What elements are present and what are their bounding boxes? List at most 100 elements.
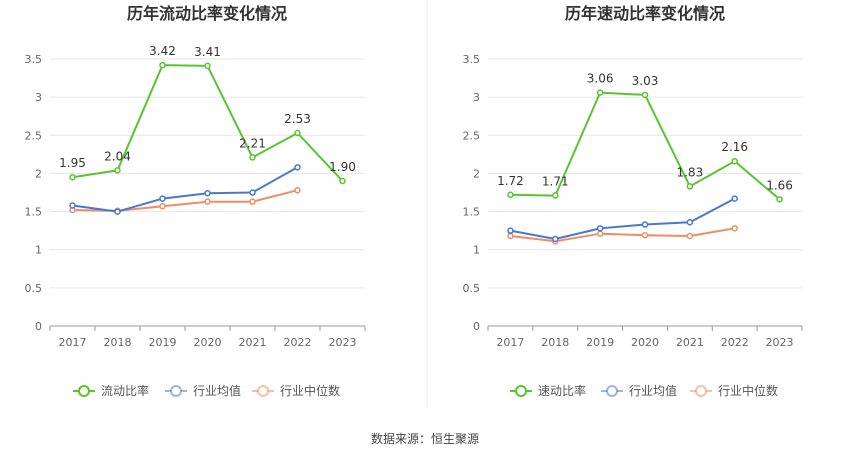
chart1-series-3-point xyxy=(204,198,211,205)
chart2-legend-label: 速动比率 xyxy=(538,383,586,398)
chart1-data-label: 1.90 xyxy=(329,160,356,174)
chart2-series-1-point xyxy=(507,191,514,199)
chart1-y-tick-label: 0.5 xyxy=(25,282,43,295)
chart2-y-tick-label: 2.5 xyxy=(463,129,481,142)
chart1-legend-swatch-marker xyxy=(78,385,90,397)
chart2-data-label: 1.71 xyxy=(542,175,569,189)
chart1-y-tick-label: 3.5 xyxy=(25,53,43,66)
chart1-legend-label: 行业均值 xyxy=(193,383,241,398)
chart2-x-tick-label: 2023 xyxy=(766,336,794,349)
chart1-legend-swatch-marker xyxy=(257,385,269,397)
chart1-series-3-point xyxy=(294,186,301,194)
chart2-data-label: 1.83 xyxy=(676,165,703,179)
chart2-x-tick-label: 2020 xyxy=(631,336,659,349)
chart2-series-1-point xyxy=(596,89,604,96)
chart1-x-tick-label: 2021 xyxy=(239,336,267,349)
chart2-y-tick-label: 0 xyxy=(473,320,480,333)
chart2-series-1-point xyxy=(552,192,559,199)
chart1-x-tick-label: 2018 xyxy=(104,336,132,349)
chart2-series-1-point xyxy=(776,196,783,203)
chart1-title: 历年流动比率变化情况 xyxy=(127,4,287,23)
chart2-series-2-line xyxy=(510,197,736,240)
chart1-series-1-point xyxy=(339,177,346,185)
chart1-series-2-point xyxy=(294,164,301,171)
chart1-legend-label: 流动比率 xyxy=(101,383,149,398)
chart2-legend-swatch-marker xyxy=(515,385,527,397)
chart2-series-1-point xyxy=(731,157,738,165)
chart1-data-label: 2.53 xyxy=(284,112,311,126)
chart2-x-tick-label: 2017 xyxy=(496,336,524,349)
chart2-title: 历年速动比率变化情况 xyxy=(565,4,725,23)
chart2-y-tick-label: 1 xyxy=(473,244,480,257)
chart2-series-2-point xyxy=(596,225,604,232)
chart2-x-tick-label: 2021 xyxy=(676,336,704,349)
chart2-series-1-point xyxy=(641,91,649,99)
chart2-legend-swatch-marker xyxy=(606,385,618,397)
chart2-series-3-line xyxy=(510,227,735,243)
chart2-series-3-point xyxy=(596,230,604,237)
chart2-series-2-point xyxy=(686,219,694,226)
chart1-series-1-point xyxy=(249,154,256,161)
chart2-x-tick-label: 2022 xyxy=(721,336,749,349)
chart2-y-tick-label: 2 xyxy=(473,167,480,180)
chart1-data-label: 2.04 xyxy=(104,149,131,163)
chart1-x-tick-label: 2020 xyxy=(194,336,222,349)
chart2-y-tick-label: 1.5 xyxy=(463,206,481,219)
chart1-y-tick-label: 2.5 xyxy=(25,129,43,142)
chart2-series-2-point xyxy=(552,235,559,243)
chart2-y-tick-label: 3.5 xyxy=(463,53,481,66)
chart2-data-label: 1.66 xyxy=(766,178,793,192)
chart1-series-2-point xyxy=(114,208,121,215)
chart1-series-2-point xyxy=(159,195,166,202)
chart1-y-tick-label: 2 xyxy=(35,167,42,180)
chart1-data-label: 3.41 xyxy=(194,45,221,59)
chart2-legend-label: 行业中位数 xyxy=(718,383,778,398)
chart1-x-tick-label: 2023 xyxy=(329,336,357,349)
chart2-legend-swatch-marker xyxy=(695,385,707,397)
chart2-series-3-point xyxy=(731,225,738,232)
chart2-series-3-point xyxy=(507,232,514,240)
chart2-y-tick-label: 3 xyxy=(473,91,480,104)
chart1-y-tick-label: 1.5 xyxy=(25,206,43,219)
chart2-data-label: 3.06 xyxy=(587,72,614,86)
chart1-y-tick-label: 3 xyxy=(35,91,42,104)
chart1-series-1-point xyxy=(204,62,211,70)
chart1-series-2-point xyxy=(249,189,256,196)
chart2-y-tick-label: 0.5 xyxy=(463,282,481,295)
chart2-series-2-point xyxy=(507,227,514,234)
chart2-legend-label: 行业均值 xyxy=(629,383,677,398)
chart2-data-label: 3.03 xyxy=(632,74,659,88)
chart1-series-3-point xyxy=(159,202,166,210)
chart1-series-2-point xyxy=(69,202,76,209)
chart1-y-tick-label: 1 xyxy=(35,244,42,257)
chart1-series-1-point xyxy=(159,61,166,69)
chart1-x-tick-label: 2017 xyxy=(59,336,87,349)
chart2-series-1-point xyxy=(686,183,694,190)
chart2-series-2-point xyxy=(641,221,649,228)
chart1-x-tick-label: 2022 xyxy=(284,336,312,349)
chart1-series-2-point xyxy=(204,190,211,197)
chart2-x-tick-label: 2019 xyxy=(586,336,614,349)
chart2-data-label: 1.72 xyxy=(497,174,524,188)
chart1-legend-label: 行业中位数 xyxy=(280,383,340,398)
chart1-y-tick-label: 0 xyxy=(35,320,42,333)
chart1-data-label: 3.42 xyxy=(149,44,176,58)
chart2-series-2-point xyxy=(731,195,738,202)
chart1-series-1-point xyxy=(69,173,76,181)
chart1-series-1-point xyxy=(114,167,121,174)
chart1-series-3-point xyxy=(249,198,256,205)
chart1-series-2-line xyxy=(72,166,298,213)
chart1-data-label: 2.21 xyxy=(239,136,266,150)
chart2-series-3-point xyxy=(641,231,649,239)
chart2-x-tick-label: 2018 xyxy=(541,336,569,349)
chart2-series-3-point xyxy=(686,232,694,240)
chart1-x-tick-label: 2019 xyxy=(149,336,177,349)
chart1-legend-swatch-marker xyxy=(170,385,182,397)
chart2-data-label: 2.16 xyxy=(721,140,748,154)
chart1-data-label: 1.95 xyxy=(59,156,86,170)
chart1-series-3-line xyxy=(72,189,298,212)
chart1-series-1-point xyxy=(294,129,301,137)
source-text: 数据来源：恒生聚源 xyxy=(371,431,479,446)
